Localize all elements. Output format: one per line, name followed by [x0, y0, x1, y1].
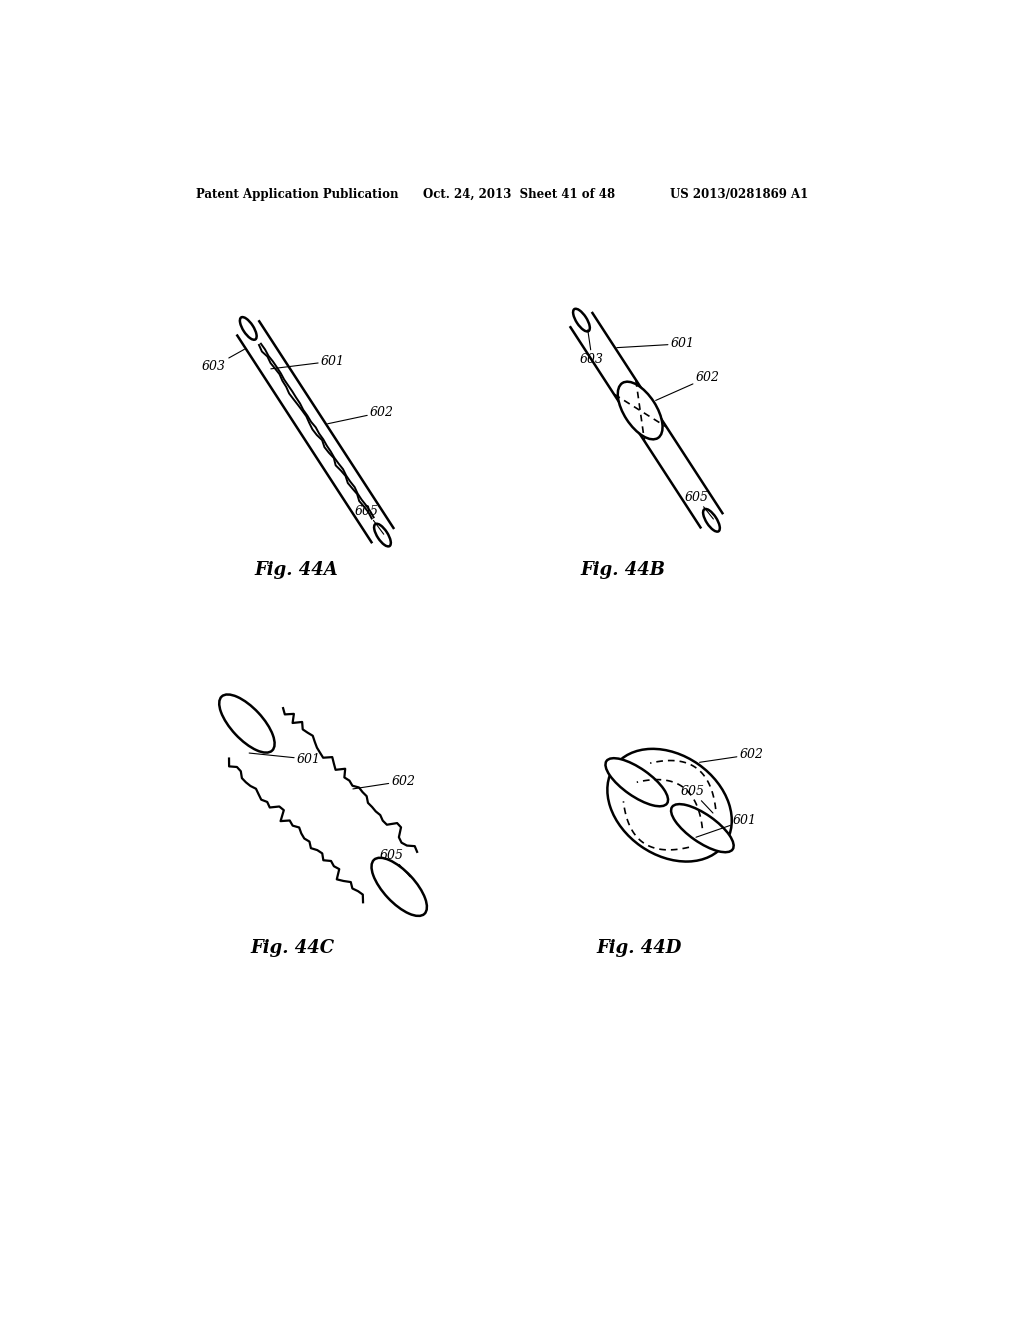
Ellipse shape	[372, 858, 427, 916]
Text: 603: 603	[202, 350, 245, 372]
Text: 602: 602	[328, 405, 394, 424]
Text: Fig. 44C: Fig. 44C	[250, 939, 334, 957]
Text: Oct. 24, 2013  Sheet 41 of 48: Oct. 24, 2013 Sheet 41 of 48	[423, 187, 615, 201]
Text: 602: 602	[655, 371, 720, 400]
Ellipse shape	[605, 758, 668, 807]
Text: Patent Application Publication: Patent Application Publication	[196, 187, 398, 201]
Text: Fig. 44B: Fig. 44B	[581, 561, 666, 579]
Text: 605: 605	[354, 504, 384, 535]
Ellipse shape	[240, 317, 257, 339]
Text: 601: 601	[696, 814, 757, 837]
Ellipse shape	[374, 524, 391, 546]
Polygon shape	[238, 321, 393, 543]
Ellipse shape	[573, 309, 590, 331]
Text: Fig. 44A: Fig. 44A	[254, 561, 338, 579]
Text: US 2013/0281869 A1: US 2013/0281869 A1	[670, 187, 808, 201]
Text: 601: 601	[249, 752, 321, 766]
Text: 601: 601	[616, 338, 694, 350]
Ellipse shape	[219, 694, 274, 752]
Text: 602: 602	[699, 748, 764, 763]
Ellipse shape	[671, 804, 733, 853]
Text: 603: 603	[580, 330, 604, 366]
Text: 605: 605	[379, 849, 410, 876]
Text: Fig. 44D: Fig. 44D	[596, 939, 681, 957]
Polygon shape	[570, 313, 723, 528]
Ellipse shape	[617, 381, 663, 440]
Ellipse shape	[703, 510, 720, 532]
Text: 605: 605	[681, 785, 713, 813]
Polygon shape	[220, 698, 426, 912]
Text: 601: 601	[270, 355, 345, 368]
Text: 605: 605	[684, 491, 714, 519]
Ellipse shape	[607, 748, 732, 862]
Text: 602: 602	[353, 775, 416, 789]
